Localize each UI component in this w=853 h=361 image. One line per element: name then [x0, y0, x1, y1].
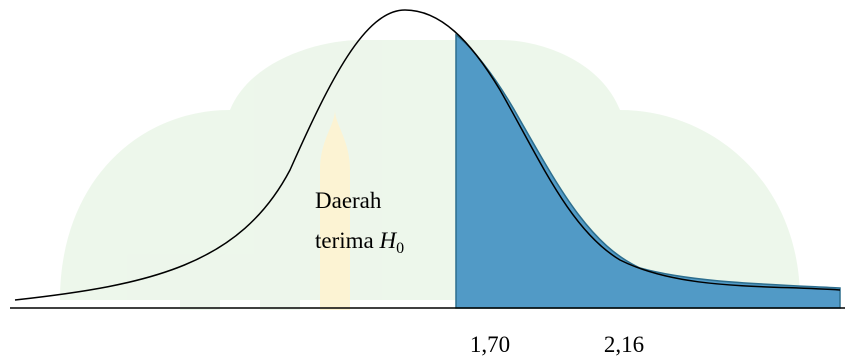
hypothesis-symbol: H: [379, 228, 398, 253]
tick-label: 2,16: [604, 332, 644, 357]
region-label-text: terima: [315, 228, 374, 253]
region-label: terima H0: [315, 228, 404, 257]
diagram: Daerah terima H0 1,70 2,16: [0, 0, 853, 361]
hypothesis-subscript: 0: [396, 240, 404, 257]
region-label: Daerah: [315, 188, 382, 213]
tick-label: 1,70: [470, 332, 510, 357]
page: Daerah terima H0 1,70 2,16 (() => { cons…: [0, 0, 853, 361]
